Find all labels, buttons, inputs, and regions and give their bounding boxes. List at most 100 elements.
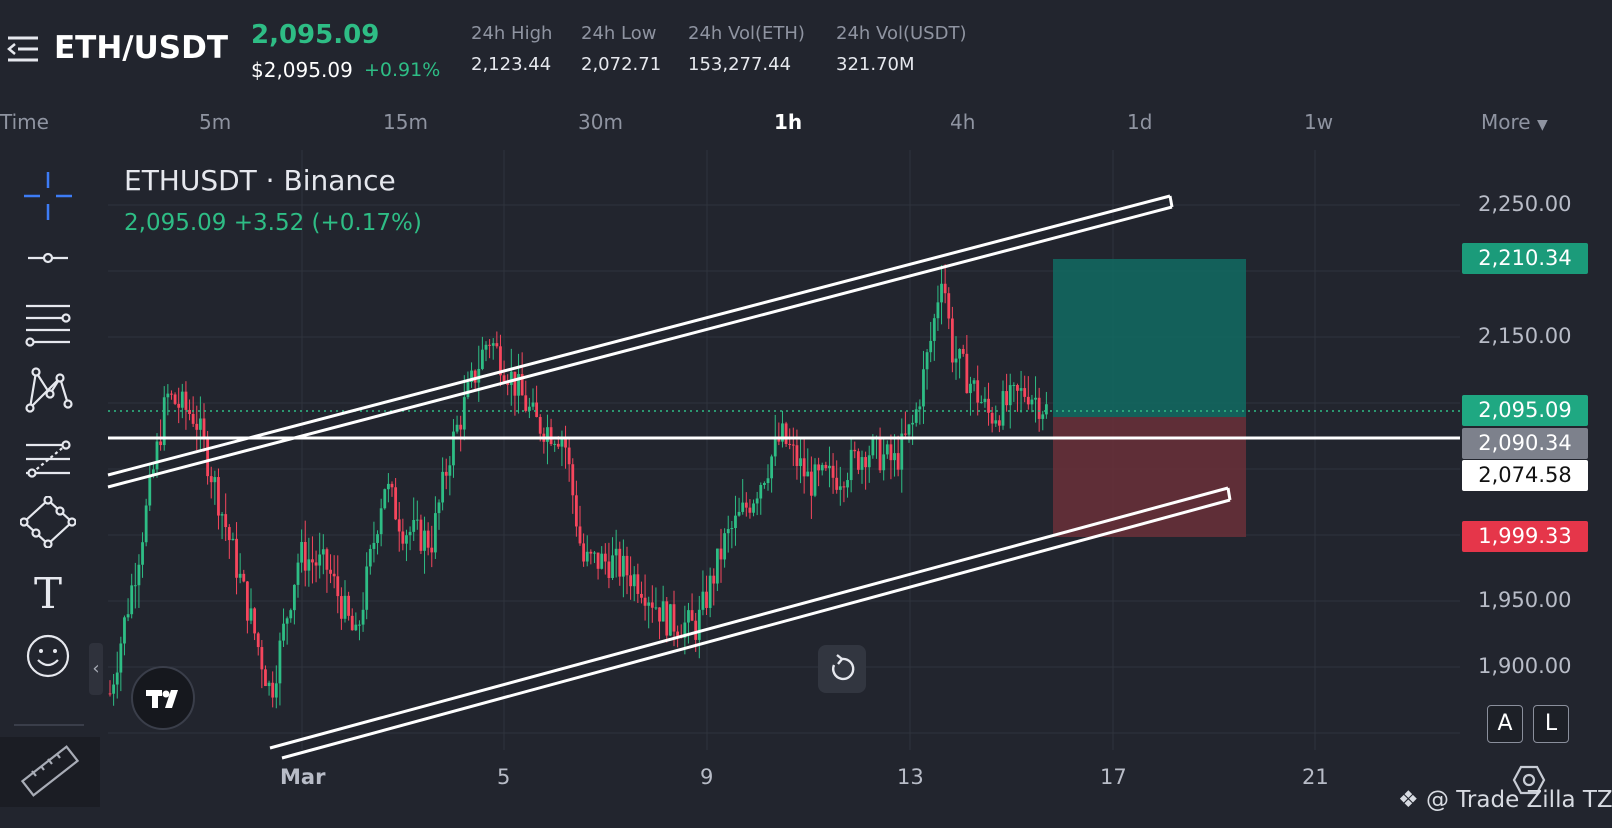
candle-body xyxy=(770,456,774,479)
candle-body xyxy=(198,418,202,430)
candle-body xyxy=(274,683,278,698)
tab-15m[interactable]: 15m xyxy=(383,110,428,134)
candle-body xyxy=(553,443,557,445)
toolbar-divider xyxy=(14,724,84,726)
candle-body xyxy=(133,585,137,587)
candle-body xyxy=(802,458,806,477)
candle-body xyxy=(227,527,231,541)
target-zone xyxy=(1053,259,1246,417)
candle-body xyxy=(466,382,470,398)
candle-body xyxy=(824,464,828,469)
candle-body xyxy=(430,547,434,553)
tradingview-logo xyxy=(131,666,195,730)
tab-1w[interactable]: 1w xyxy=(1304,110,1334,134)
candle-body xyxy=(354,624,358,631)
candle-body xyxy=(697,609,701,640)
reset-chart-button[interactable] xyxy=(818,645,866,693)
trend-line-icon[interactable] xyxy=(20,232,76,284)
candle-body xyxy=(303,542,307,571)
candle-body xyxy=(853,449,857,452)
pattern-icon[interactable] xyxy=(20,364,76,416)
candle-body xyxy=(495,343,499,347)
pair-title[interactable]: ETH/USDT xyxy=(54,30,228,66)
ruler-icon[interactable] xyxy=(0,737,100,807)
candle-body xyxy=(885,444,889,455)
candle-body xyxy=(835,477,839,490)
stat-vol-usdt-label: 24h Vol(USDT) xyxy=(836,23,967,44)
candle-body xyxy=(665,601,669,636)
candle-body xyxy=(723,533,727,560)
candle-body xyxy=(177,403,181,408)
candle-body xyxy=(278,640,282,684)
tab-1d[interactable]: 1d xyxy=(1127,110,1153,134)
settings-icon[interactable] xyxy=(1512,764,1546,796)
candle-body xyxy=(864,457,868,468)
tab-time[interactable]: Time xyxy=(0,110,49,134)
shape-icon[interactable] xyxy=(19,495,77,549)
candle-body xyxy=(242,573,246,582)
candle-body xyxy=(141,542,144,565)
auto-scale-button[interactable]: A xyxy=(1487,705,1523,743)
candle-body xyxy=(817,464,821,471)
crosshair-icon[interactable] xyxy=(20,170,76,222)
candle-body xyxy=(976,380,980,403)
collapse-toolbar-button[interactable]: ‹ xyxy=(89,643,103,695)
fib-lines-icon[interactable] xyxy=(20,296,76,348)
log-scale-button[interactable]: L xyxy=(1533,705,1569,743)
candle-body xyxy=(741,502,745,512)
candle-body xyxy=(987,398,990,413)
candle-body xyxy=(470,370,473,383)
price-chart[interactable] xyxy=(0,150,1612,828)
stat-low-value: 2,072.71 xyxy=(581,54,662,75)
emoji-icon[interactable] xyxy=(20,630,76,682)
candle-body xyxy=(730,528,734,530)
candle-body xyxy=(245,581,249,621)
menu-icon[interactable] xyxy=(6,33,42,65)
candle-body xyxy=(593,552,596,554)
candle-body xyxy=(321,549,325,555)
candle-body xyxy=(643,597,647,606)
candle-body xyxy=(144,505,148,543)
candle-body xyxy=(997,420,1001,426)
time-axis-label: 21 xyxy=(1302,765,1329,789)
candle-body xyxy=(632,574,636,587)
candle-body xyxy=(795,445,799,467)
candle-body xyxy=(676,631,680,637)
candle-body xyxy=(292,584,296,611)
forecast-icon[interactable] xyxy=(20,433,76,485)
tab-4h[interactable]: 4h xyxy=(950,110,976,134)
candle-body xyxy=(752,503,755,513)
candle-body xyxy=(224,514,228,528)
candle-body xyxy=(748,507,752,513)
tab-more[interactable]: More ▼ xyxy=(1481,110,1548,134)
candle-body xyxy=(813,464,817,496)
entry-price-tag: 2,074.58 xyxy=(1462,460,1588,491)
candle-body xyxy=(719,548,723,560)
candle-body xyxy=(737,511,741,516)
candle-body xyxy=(585,551,589,562)
candle-body xyxy=(744,502,748,508)
candle-body xyxy=(589,551,593,554)
candle-body xyxy=(611,555,614,578)
grid xyxy=(108,150,1460,750)
candle-body xyxy=(401,531,405,544)
tab-5m[interactable]: 5m xyxy=(199,110,232,134)
candle-body xyxy=(708,575,712,608)
candle-body xyxy=(318,554,322,566)
hline-price-tag: 2,090.34 xyxy=(1462,428,1588,459)
tab-1h[interactable]: 1h xyxy=(774,110,803,134)
candle-body xyxy=(123,617,126,644)
candle-body xyxy=(531,402,535,407)
candle-body xyxy=(1016,385,1019,391)
candle-body xyxy=(762,483,766,485)
candle-body xyxy=(932,318,936,341)
candle-body xyxy=(831,465,835,478)
candle-body xyxy=(954,358,958,363)
stat-high-value: 2,123.44 xyxy=(471,54,552,75)
tab-30m[interactable]: 30m xyxy=(578,110,623,134)
candle-body xyxy=(755,498,759,504)
change-percent: +0.91% xyxy=(364,59,441,81)
candle-body xyxy=(249,608,253,621)
candle-body xyxy=(282,623,285,641)
text-tool-icon[interactable]: T xyxy=(20,566,76,618)
